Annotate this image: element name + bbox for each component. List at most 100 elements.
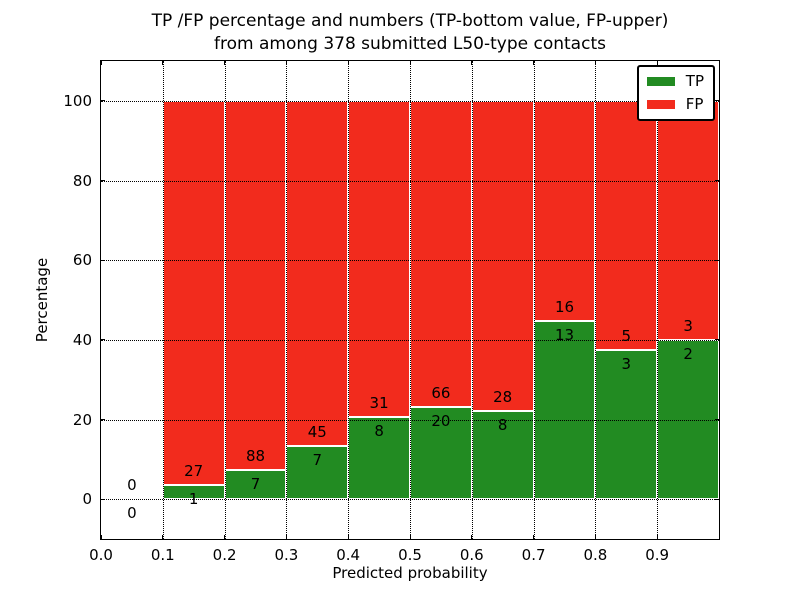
vertical-gridline: [286, 61, 288, 539]
x-tick-label: 0.1: [150, 546, 175, 564]
legend-item: FP: [646, 95, 704, 113]
vertical-gridline: [224, 61, 226, 539]
tp-count-label: 7: [312, 450, 323, 469]
fp-count-label: 0: [127, 476, 137, 495]
x-tick-label: 0.6: [459, 546, 484, 564]
x-tick-label: 0.4: [336, 546, 361, 564]
fp-count-label: 16: [554, 297, 575, 316]
legend: TP FP: [636, 65, 715, 121]
horizontal-gridline: [101, 180, 719, 182]
x-tick-label: 0.5: [398, 546, 422, 564]
x-axis-label: Predicted probability: [332, 564, 488, 582]
grid-layer: [101, 61, 719, 539]
fp-count-label: 27: [184, 461, 204, 480]
legend-item: TP: [646, 72, 704, 90]
x-tickmark-bottom: [224, 535, 226, 539]
x-tickmark-top: [224, 61, 226, 65]
tick-layer: [100, 61, 719, 539]
fp-count-label: 66: [431, 383, 451, 402]
x-tickmark-top: [347, 61, 349, 65]
vertical-gridline: [471, 61, 473, 539]
x-tickmark-top: [285, 61, 287, 65]
x-tickmark-top: [162, 61, 164, 65]
tp-bar-segment: [595, 349, 658, 500]
x-tick-label: 0.7: [521, 546, 546, 564]
fp-count-label: 88: [245, 446, 266, 465]
vertical-gridline: [595, 61, 597, 539]
horizontal-gridline: [101, 419, 719, 421]
vertical-gridline: [162, 61, 164, 539]
y-tickmark-left: [101, 259, 105, 261]
x-tickmark-bottom: [285, 535, 287, 539]
x-tickmark-bottom: [656, 535, 658, 539]
fp-count-label: 28: [493, 387, 513, 406]
vertical-gridline: [348, 61, 350, 539]
fp-bar-segment: [471, 100, 534, 411]
horizontal-gridline: [101, 100, 719, 102]
y-tick-label: 20: [72, 410, 92, 429]
bars-layer: [101, 61, 719, 539]
x-tick-label: 0.9: [645, 546, 670, 564]
tp-count-label: 13: [554, 325, 575, 344]
y-tickmark-right: [715, 339, 719, 341]
x-tickmark-top: [594, 61, 596, 65]
y-tickmark-right: [715, 498, 719, 500]
tp-count-label: 20: [431, 411, 451, 430]
tp-count-label: 3: [621, 354, 632, 373]
x-tickmark-bottom: [409, 535, 411, 539]
vertical-gridline: [657, 61, 659, 539]
x-tick-label: 0.8: [583, 546, 608, 564]
y-tick-label: 0: [82, 490, 92, 509]
y-tickmark-left: [101, 498, 105, 500]
y-tickmark-left: [101, 100, 105, 102]
tp-count-label: 8: [374, 422, 384, 441]
x-tickmark-bottom: [347, 535, 349, 539]
x-tick-label: 0.2: [212, 546, 237, 564]
legend-swatch-fp: [646, 100, 675, 109]
vertical-gridline: [533, 61, 535, 539]
y-tick-label: 80: [72, 171, 92, 190]
y-tickmark-left: [101, 180, 105, 181]
tp-count-label: 2: [683, 344, 693, 363]
y-tickmark-right: [715, 259, 719, 261]
chart-title: TP /FP percentage and numbers (TP-bottom…: [100, 10, 720, 56]
tp-count-label: 1: [188, 489, 199, 508]
y-tick-label: 40: [72, 330, 92, 349]
x-tickmark-top: [409, 61, 411, 65]
fp-count-label: 31: [369, 394, 389, 413]
y-tickmark-left: [101, 339, 105, 341]
y-tickmark-right: [715, 100, 719, 102]
plot-area: 0 0 27 1 88 7 45 7 31 8 66 20 28 8 16 13 5 3 3 2 TP FP: [100, 60, 720, 540]
tp-bar-segment: [657, 339, 719, 500]
y-tick-label: 60: [72, 251, 92, 270]
x-tickmark-bottom: [594, 535, 596, 539]
chart-title-line2: from among 378 submitted L50-type contac…: [214, 34, 606, 54]
fp-count-label: 3: [683, 316, 693, 335]
fp-bar-segment: [595, 100, 658, 350]
vertical-gridline: [410, 61, 411, 539]
horizontal-gridline: [101, 260, 719, 262]
tp-count-label: 8: [497, 415, 508, 434]
bar-label-layer: 0 0 27 1 88 7 45 7 31 8 66 20 28 8 16 13 5 3 3 2: [101, 61, 719, 539]
x-tickmark-top: [656, 61, 658, 65]
y-tickmark-right: [715, 180, 719, 181]
y-tick-label: 100: [63, 91, 92, 110]
chart-title-line1: TP /FP percentage and numbers (TP-bottom…: [151, 11, 669, 31]
legend-label: TP: [685, 72, 704, 90]
tp-bar-segment: [348, 417, 410, 500]
y-tickmark-left: [101, 419, 105, 420]
fp-bar-segment: [533, 100, 596, 321]
horizontal-gridline: [101, 499, 719, 501]
fp-bar-segment: [224, 100, 287, 470]
x-tickmark-bottom: [162, 535, 164, 539]
y-tickmark-right: [715, 419, 719, 420]
fp-count-label: 45: [307, 422, 327, 441]
x-tickmark-bottom: [533, 535, 535, 539]
x-tick-label: 0.0: [89, 546, 113, 564]
x-tickmark-bottom: [471, 535, 473, 539]
tp-count-label: 0: [127, 504, 137, 523]
legend-label: FP: [685, 95, 704, 113]
tp-bar-segment: [410, 406, 472, 500]
x-tick-label: 0.3: [274, 546, 299, 564]
